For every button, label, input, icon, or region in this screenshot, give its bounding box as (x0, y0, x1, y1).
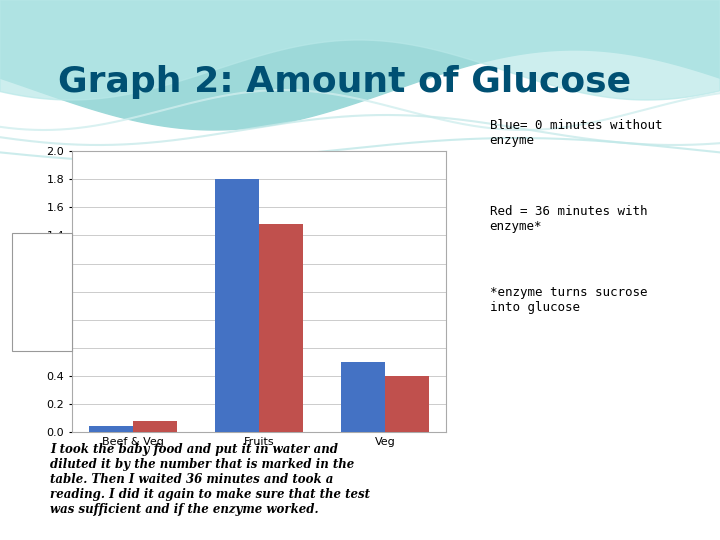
Text: I took the baby food and put it in water and
diluted it by the number that is ma: I took the baby food and put it in water… (50, 443, 370, 516)
Text: Blue= 0 minutes without
enzyme: Blue= 0 minutes without enzyme (490, 119, 662, 147)
Text: Red = 36 minutes with
enzyme*: Red = 36 minutes with enzyme* (490, 205, 647, 233)
Bar (385, 376, 429, 432)
Bar (341, 362, 385, 432)
Bar (133, 421, 177, 432)
Bar (215, 179, 259, 432)
Bar (259, 224, 303, 432)
Bar (89, 427, 133, 432)
FancyBboxPatch shape (12, 233, 72, 350)
Text: Graph 2: Amount of Glucose: Graph 2: Amount of Glucose (58, 65, 631, 99)
Y-axis label: Grams of
Glucose: Grams of Glucose (19, 269, 41, 314)
Text: *enzyme turns sucrose
into glucose: *enzyme turns sucrose into glucose (490, 286, 647, 314)
